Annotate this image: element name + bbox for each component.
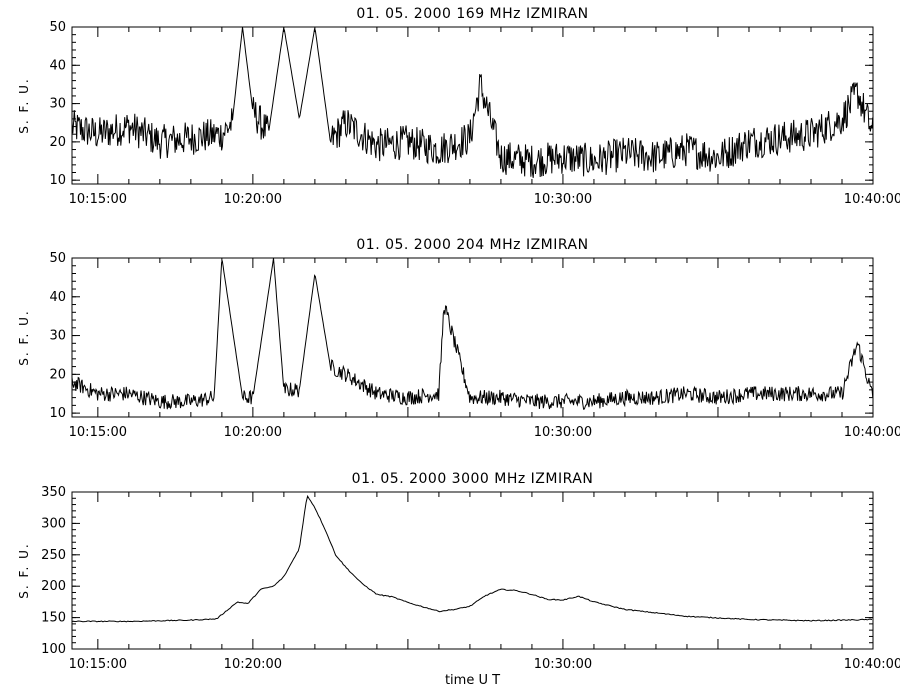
y-axis-label: S. F. U. bbox=[17, 77, 31, 133]
y-tick-label: 300 bbox=[41, 516, 66, 531]
plot-frame bbox=[71, 491, 874, 650]
x-tick-label: 10:30:00 bbox=[534, 192, 592, 207]
x-tick-label: 10:30:00 bbox=[534, 657, 592, 672]
y-tick-label: 100 bbox=[41, 642, 66, 657]
plot-frame bbox=[71, 26, 874, 185]
chart-title: 01. 05. 2000 204 MHz IZMIRAN bbox=[356, 237, 588, 253]
y-tick-label: 40 bbox=[49, 290, 66, 305]
y-tick-label: 10 bbox=[49, 406, 66, 421]
y-tick-label: 50 bbox=[49, 20, 66, 35]
x-tick-label: 10:40:00 bbox=[844, 425, 900, 440]
x-axis-label: time U T bbox=[445, 673, 500, 688]
x-tick-label: 10:20:00 bbox=[224, 657, 282, 672]
y-axis-label: S. F. U. bbox=[17, 542, 31, 598]
y-tick-label: 350 bbox=[41, 485, 66, 500]
y-tick-label: 30 bbox=[49, 97, 66, 112]
y-tick-label: 20 bbox=[49, 367, 66, 382]
x-tick-label: 10:15:00 bbox=[69, 425, 127, 440]
x-tick-label: 10:20:00 bbox=[224, 192, 282, 207]
x-tick-label: 10:30:00 bbox=[534, 425, 592, 440]
series-line-1 bbox=[72, 27, 873, 178]
y-tick-label: 200 bbox=[41, 579, 66, 594]
x-tick-label: 10:15:00 bbox=[69, 192, 127, 207]
x-tick-label: 10:40:00 bbox=[844, 192, 900, 207]
plot-frame bbox=[71, 257, 874, 418]
series-line-1 bbox=[72, 494, 873, 623]
y-tick-label: 30 bbox=[49, 329, 66, 344]
series-line-1 bbox=[72, 258, 873, 410]
y-tick-label: 40 bbox=[49, 58, 66, 73]
y-tick-label: 250 bbox=[41, 548, 66, 563]
x-tick-label: 10:20:00 bbox=[224, 425, 282, 440]
chart-panel-2: 01. 05. 2000 204 MHz IZMIRAN S. F. U. 10 20… bbox=[17, 237, 900, 440]
y-tick-label: 50 bbox=[49, 251, 66, 266]
y-tick-label: 20 bbox=[49, 135, 66, 150]
x-tick-label: 10:15:00 bbox=[69, 657, 127, 672]
y-tick-label: 150 bbox=[41, 611, 66, 626]
chart-title: 01. 05. 2000 3000 MHz IZMIRAN bbox=[352, 471, 594, 487]
x-tick-label: 10:40:00 bbox=[844, 657, 900, 672]
chart-panel-1: 01. 05. 2000 169 MHz IZMIRAN S. F. U. 10 20… bbox=[17, 6, 900, 207]
y-tick-label: 10 bbox=[49, 173, 66, 188]
y-axis-label: S. F. U. bbox=[17, 309, 31, 365]
chart-panel-3: 01. 05. 2000 3000 MHz IZMIRAN S. F. U. 100… bbox=[17, 471, 900, 688]
chart-title: 01. 05. 2000 169 MHz IZMIRAN bbox=[356, 6, 588, 22]
